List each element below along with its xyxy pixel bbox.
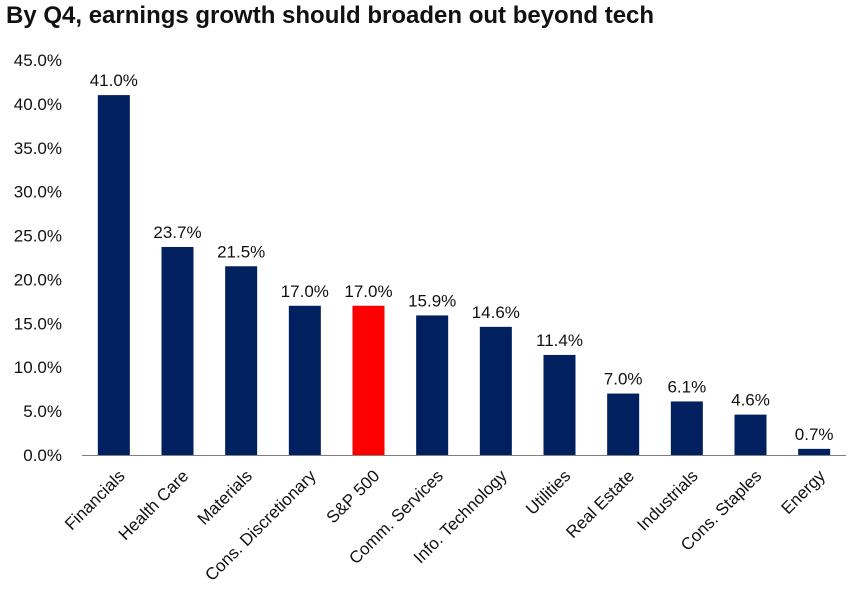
- x-tick-label: Industrials: [633, 466, 701, 534]
- bar: [607, 393, 640, 455]
- y-tick-label: 45.0%: [14, 51, 62, 70]
- y-tick-label: 30.0%: [14, 183, 62, 202]
- data-label: 15.9%: [408, 291, 456, 310]
- data-label: 0.7%: [795, 425, 834, 444]
- bar: [543, 354, 576, 455]
- bar: [161, 246, 194, 455]
- y-tick-label: 15.0%: [14, 314, 62, 333]
- bar: [416, 315, 449, 455]
- bar: [97, 95, 130, 455]
- data-label: 17.0%: [344, 282, 392, 301]
- y-tick-label: 40.0%: [14, 95, 62, 114]
- data-label: 6.1%: [667, 377, 706, 396]
- data-label: 7.0%: [604, 370, 643, 389]
- chart-title: By Q4, earnings growth should broaden ou…: [6, 2, 655, 29]
- y-tick-label: 35.0%: [14, 139, 62, 158]
- x-tick-label: Utilities: [522, 466, 574, 518]
- y-tick-label: 10.0%: [14, 358, 62, 377]
- x-tick-label: Real Estate: [562, 466, 638, 542]
- bar: [352, 305, 385, 455]
- x-tick-label: Financials: [61, 466, 129, 534]
- x-tick-label: Energy: [777, 466, 829, 518]
- bars: [97, 95, 831, 455]
- data-label: 41.0%: [90, 71, 138, 90]
- bar: [670, 401, 703, 455]
- data-label: 21.5%: [217, 242, 265, 261]
- y-tick-label: 5.0%: [23, 402, 62, 421]
- data-label: 14.6%: [472, 303, 520, 322]
- y-tick-label: 20.0%: [14, 270, 62, 289]
- data-label: 23.7%: [153, 223, 201, 242]
- bar: [734, 414, 767, 455]
- data-label: 11.4%: [536, 331, 583, 350]
- x-tick-label: Materials: [194, 466, 256, 528]
- x-tick-label: Cons. Discretionary: [201, 466, 320, 585]
- y-axis: 0.0% 5.0% 10.0% 15.0% 20.0% 25.0% 30.0% 35.0% 40…: [14, 51, 62, 465]
- bar: [288, 305, 321, 455]
- bar: [225, 266, 258, 455]
- y-tick-label: 25.0%: [14, 227, 62, 246]
- data-labels: 41.0% 23.7% 21.5% 17.0% 17.0% 15.9% 14.6% 11.4%…: [90, 71, 834, 444]
- data-label: 17.0%: [281, 282, 329, 301]
- x-tick-label: S&P 500: [323, 466, 384, 527]
- bar: [798, 448, 831, 455]
- data-label: 4.6%: [731, 391, 770, 410]
- bar: [479, 326, 512, 455]
- y-tick-label: 0.0%: [23, 446, 62, 465]
